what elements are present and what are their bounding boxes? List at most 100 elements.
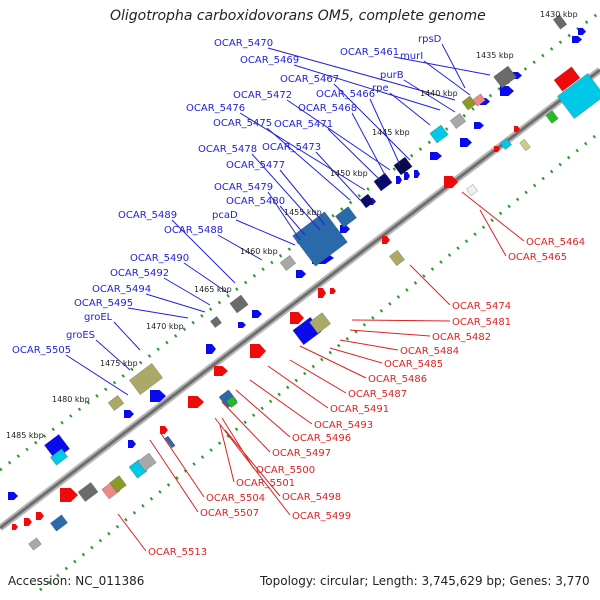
reverse-gene-label[interactable]: OCAR_5487	[348, 389, 407, 400]
gene-block[interactable]	[557, 73, 600, 119]
gene-arrow[interactable]	[494, 146, 500, 152]
reverse-gene-label[interactable]: OCAR_5507	[200, 508, 259, 519]
reverse-gene-label[interactable]: OCAR_5500	[256, 465, 315, 476]
gene-block[interactable]	[109, 475, 127, 493]
gene-block[interactable]	[292, 211, 348, 267]
gene-arrow[interactable]	[24, 518, 32, 526]
gene-arrow[interactable]	[238, 322, 246, 328]
gene-block[interactable]	[107, 395, 125, 411]
gene-block[interactable]	[389, 249, 405, 267]
forward-gene-label[interactable]: OCAR_5473	[262, 142, 321, 153]
reverse-gene-label[interactable]: OCAR_5474	[452, 301, 511, 312]
forward-gene-label[interactable]: OCAR_5471	[274, 119, 333, 130]
forward-gene-label[interactable]: OCAR_5480	[226, 196, 285, 207]
forward-gene-label[interactable]: OCAR_5461	[340, 47, 399, 58]
gene-block[interactable]	[226, 396, 238, 408]
gene-arrow[interactable]	[578, 28, 586, 35]
gene-arrow[interactable]	[474, 122, 484, 129]
gene-arrow[interactable]	[572, 36, 582, 43]
gene-arrow[interactable]	[404, 172, 410, 180]
forward-gene-label[interactable]: pcaD	[212, 210, 238, 221]
gene-arrow[interactable]	[514, 126, 520, 132]
gene-arrow[interactable]	[250, 344, 266, 358]
reverse-gene-label[interactable]: OCAR_5504	[206, 493, 265, 504]
forward-gene-label[interactable]: groES	[66, 330, 95, 341]
gene-arrow[interactable]	[382, 236, 390, 244]
reverse-gene-label[interactable]: OCAR_5491	[330, 404, 389, 415]
gene-arrow[interactable]	[36, 512, 44, 520]
forward-gene-label[interactable]: OCAR_5492	[110, 268, 169, 279]
gene-block[interactable]	[77, 482, 99, 502]
gene-block[interactable]	[210, 316, 222, 328]
gene-block[interactable]	[137, 452, 157, 472]
forward-gene-label[interactable]: OCAR_5475	[213, 118, 272, 129]
gene-block[interactable]	[129, 363, 163, 395]
reverse-gene-label[interactable]: OCAR_5485	[384, 359, 443, 370]
forward-gene-label[interactable]: OCAR_5476	[186, 103, 245, 114]
forward-gene-label[interactable]: groEL	[84, 312, 113, 323]
gene-block[interactable]	[50, 448, 68, 466]
gene-block[interactable]	[164, 435, 176, 449]
gene-arrow[interactable]	[296, 270, 306, 278]
reverse-gene-label[interactable]: OCAR_5513	[148, 547, 207, 558]
forward-gene-label[interactable]: OCAR_5490	[130, 253, 189, 264]
forward-gene-label[interactable]: OCAR_5470	[214, 38, 273, 49]
gene-block[interactable]	[449, 113, 467, 129]
reverse-gene-label[interactable]: OCAR_5482	[432, 332, 491, 343]
forward-gene-label[interactable]: OCAR_5479	[214, 182, 273, 193]
forward-gene-label[interactable]: OCAR_5477	[226, 160, 285, 171]
gene-block[interactable]	[393, 156, 413, 176]
reverse-gene-label[interactable]: OCAR_5486	[368, 374, 427, 385]
reverse-gene-label[interactable]: OCAR_5498	[282, 492, 341, 503]
gene-arrow[interactable]	[430, 152, 442, 160]
reverse-gene-label[interactable]: OCAR_5481	[452, 317, 511, 328]
gene-arrow[interactable]	[12, 524, 18, 530]
gene-block[interactable]	[359, 193, 375, 209]
reverse-gene-label[interactable]: OCAR_5464	[526, 237, 585, 248]
gene-arrow[interactable]	[340, 225, 350, 233]
gene-arrow[interactable]	[128, 440, 136, 448]
gene-block[interactable]	[429, 124, 449, 144]
gene-arrow[interactable]	[150, 390, 166, 402]
reverse-gene-label[interactable]: OCAR_5493	[314, 420, 373, 431]
gene-block[interactable]	[28, 537, 42, 551]
gene-block[interactable]	[493, 65, 517, 89]
forward-gene-label[interactable]: OCAR_5468	[298, 103, 357, 114]
forward-gene-label[interactable]: OCAR_5494	[92, 284, 151, 295]
gene-arrow[interactable]	[414, 170, 420, 178]
forward-gene-label[interactable]: OCAR_5495	[74, 298, 133, 309]
gene-block[interactable]	[519, 138, 531, 152]
forward-gene-label[interactable]: OCAR_5469	[240, 55, 299, 66]
forward-gene-label[interactable]: OCAR_5466	[316, 89, 375, 100]
gene-block[interactable]	[472, 93, 486, 107]
gene-arrow[interactable]	[444, 176, 458, 188]
gene-arrow[interactable]	[252, 310, 262, 318]
gene-block[interactable]	[279, 255, 297, 271]
gene-block[interactable]	[545, 110, 559, 124]
gene-arrow[interactable]	[396, 176, 402, 184]
gene-block[interactable]	[552, 14, 568, 30]
reverse-gene-label[interactable]: OCAR_5497	[272, 448, 331, 459]
reverse-gene-label[interactable]: OCAR_5501	[236, 478, 295, 489]
reverse-gene-label[interactable]: OCAR_5496	[292, 433, 351, 444]
reverse-gene-label[interactable]: OCAR_5465	[508, 252, 567, 263]
gene-arrow[interactable]	[124, 410, 134, 418]
gene-block[interactable]	[553, 66, 581, 92]
gene-arrow[interactable]	[206, 344, 216, 354]
forward-gene-label[interactable]: OCAR_5478	[198, 144, 257, 155]
gene-arrow[interactable]	[290, 312, 304, 324]
reverse-gene-label[interactable]: OCAR_5484	[400, 346, 459, 357]
gene-arrow[interactable]	[160, 426, 168, 434]
gene-block[interactable]	[500, 138, 512, 150]
gene-arrow[interactable]	[8, 492, 18, 500]
gene-arrow[interactable]	[500, 86, 514, 96]
gene-arrow[interactable]	[60, 488, 78, 502]
gene-block[interactable]	[309, 312, 331, 334]
gene-arrow[interactable]	[214, 366, 228, 376]
gene-arrow[interactable]	[460, 138, 472, 147]
forward-gene-label[interactable]: OCAR_5505	[12, 345, 71, 356]
forward-gene-label[interactable]: OCAR_5489	[118, 210, 177, 221]
gene-arrow[interactable]	[330, 288, 336, 294]
gene-block[interactable]	[373, 172, 393, 192]
gene-block[interactable]	[229, 294, 249, 314]
